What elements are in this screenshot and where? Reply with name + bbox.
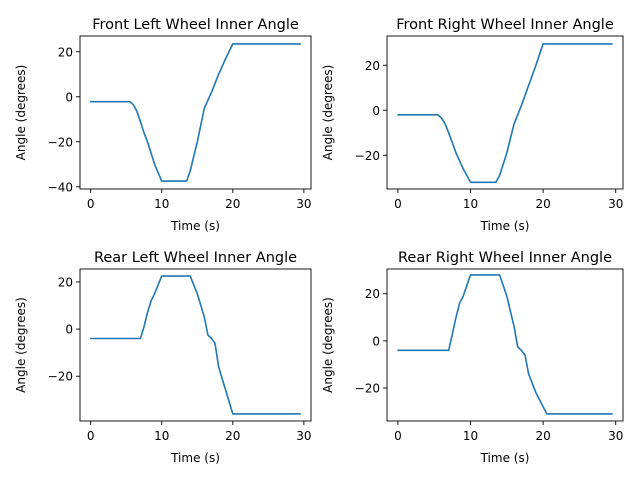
x-tick-label: 30 [296, 197, 311, 211]
x-tick-label: 0 [394, 429, 402, 443]
y-tick-label: 20 [365, 59, 380, 73]
series-line [89, 275, 302, 415]
x-tick-label: 20 [225, 197, 240, 211]
x-tick-label: 10 [463, 429, 478, 443]
y-tick-label: 0 [65, 90, 73, 104]
y-tick-label: −20 [355, 149, 380, 163]
plot-frame [386, 268, 624, 422]
chart-title: Front Left Wheel Inner Angle [92, 17, 299, 33]
x-tick-label: 0 [87, 197, 95, 211]
y-tick-label: 20 [58, 275, 73, 289]
y-tick-label: 0 [65, 323, 73, 337]
chart-title: Rear Right Wheel Inner Angle [398, 250, 612, 266]
series-line [397, 43, 613, 184]
y-axis-label: Angle (degrees) [321, 297, 335, 393]
x-tick-label: 10 [154, 429, 169, 443]
y-tick-label: 0 [372, 334, 380, 348]
x-tick-label: 10 [154, 197, 169, 211]
chart-title: Rear Left Wheel Inner Angle [94, 250, 297, 266]
chart-title: Front Right Wheel Inner Angle [396, 17, 614, 33]
x-tick-label: 20 [535, 197, 550, 211]
x-axis-label: Time (s) [170, 219, 220, 233]
y-axis-label: Angle (degrees) [321, 65, 335, 161]
chart-front-right: Front Right Wheel Inner Angle Time (s) A… [321, 17, 624, 233]
y-axis-label: Angle (degrees) [14, 65, 28, 161]
y-tick-label: −20 [48, 135, 73, 149]
chart-rear-right: Rear Right Wheel Inner Angle Time (s) An… [321, 250, 624, 465]
series-line [397, 274, 613, 415]
x-tick-label: 20 [225, 429, 240, 443]
plot-frame [79, 268, 312, 422]
plot-frame [386, 35, 624, 190]
chart-front-left: Front Left Wheel Inner Angle Time (s) An… [14, 17, 312, 233]
y-axis-label: Angle (degrees) [14, 297, 28, 393]
x-tick-label: 30 [608, 197, 623, 211]
x-tick-label: 0 [394, 197, 402, 211]
x-tick-label: 30 [608, 429, 623, 443]
y-tick-label: −20 [48, 370, 73, 384]
y-tick-label: 20 [58, 45, 73, 59]
x-tick-label: 0 [87, 429, 95, 443]
series-line [89, 43, 302, 182]
x-axis-label: Time (s) [170, 451, 220, 465]
x-tick-label: 30 [296, 429, 311, 443]
x-axis-label: Time (s) [480, 219, 530, 233]
x-axis-label: Time (s) [480, 451, 530, 465]
y-tick-label: −20 [355, 382, 380, 396]
y-tick-label: 20 [365, 287, 380, 301]
chart-rear-left: Rear Left Wheel Inner Angle Time (s) Ang… [14, 250, 312, 465]
x-tick-label: 20 [535, 429, 550, 443]
plot-frame [79, 35, 312, 190]
y-tick-label: 0 [372, 104, 380, 118]
x-tick-label: 10 [463, 197, 478, 211]
y-tick-label: −40 [48, 180, 73, 194]
